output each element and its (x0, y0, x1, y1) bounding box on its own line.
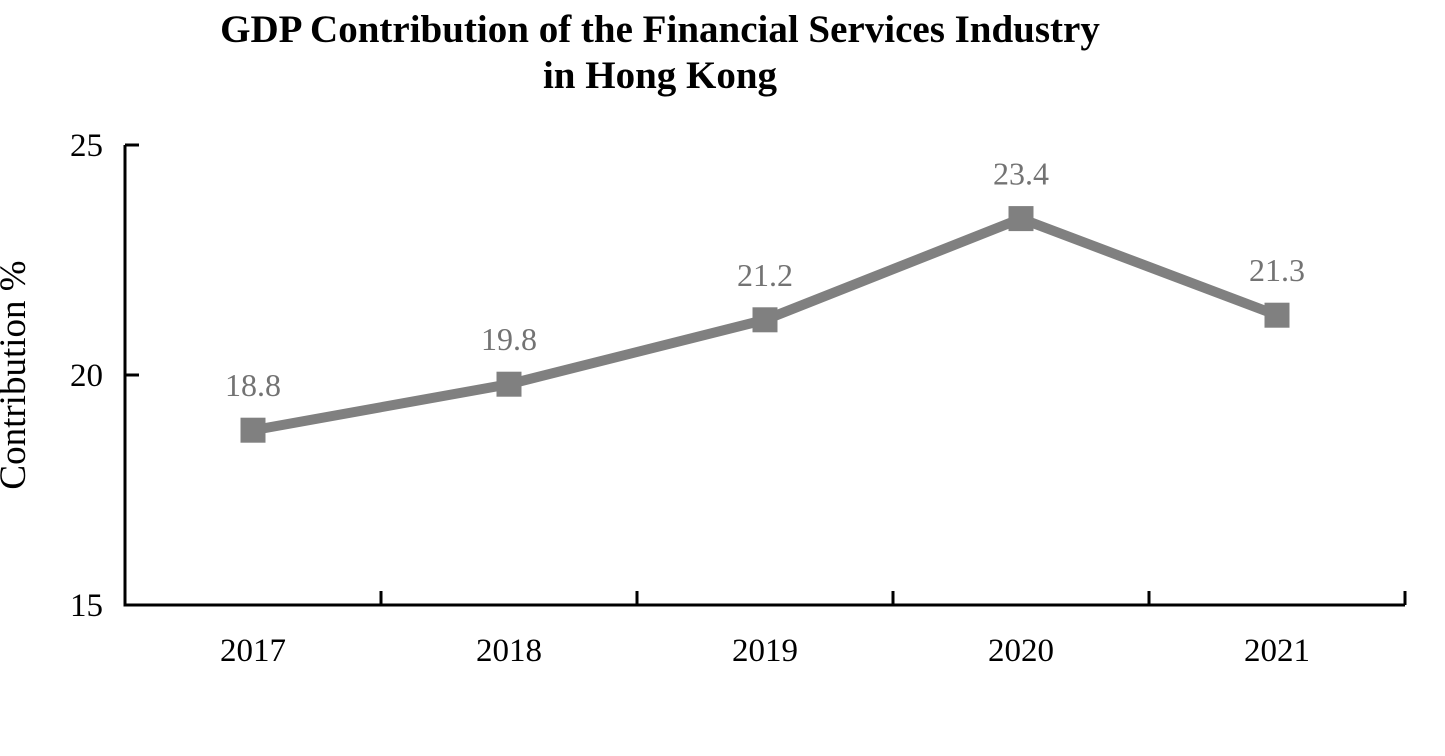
data-point-marker (1264, 302, 1290, 328)
y-axis-title: Contribution % (0, 260, 34, 489)
y-tick-label: 25 (70, 128, 103, 164)
x-tick-label: 2017 (220, 633, 286, 669)
x-tick-label: 2021 (1244, 633, 1310, 669)
data-point-marker (496, 371, 522, 397)
data-point-label: 18.8 (225, 367, 281, 403)
data-point-label: 19.8 (481, 321, 537, 357)
chart-title-line-2: in Hong Kong (543, 54, 778, 97)
plot-area: 15 20 25 2017 2018 2019 2020 2021 18.8 19.8 21.2 23… (70, 128, 1407, 669)
data-point-marker (1008, 206, 1034, 232)
data-point-marker (752, 307, 778, 333)
x-tick-label: 2020 (988, 633, 1054, 669)
x-tick-label: 2018 (476, 633, 542, 669)
x-tick-label: 2019 (732, 633, 798, 669)
data-point-label: 21.2 (737, 257, 793, 293)
data-point-marker (240, 417, 266, 443)
data-point-label: 21.3 (1249, 252, 1305, 288)
chart-title-line-1: GDP Contribution of the Financial Servic… (220, 8, 1100, 51)
y-tick-label: 20 (70, 358, 103, 394)
y-tick-label: 15 (70, 588, 103, 624)
data-point-label: 23.4 (993, 156, 1049, 192)
